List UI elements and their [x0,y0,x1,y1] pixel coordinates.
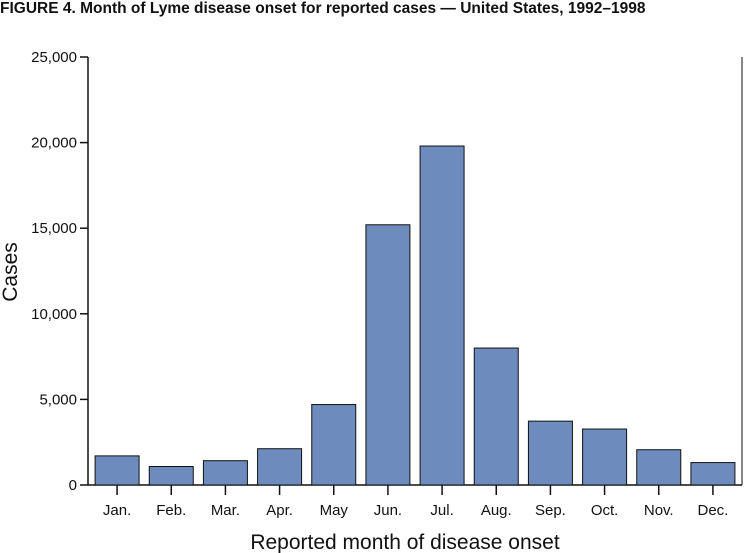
y-tick-label: 20,000 [31,135,77,152]
y-axis-label: Cases [0,242,22,302]
bar-nov [636,449,682,486]
x-tick-label: Aug. [481,502,512,519]
x-tick-label: Jun. [374,502,402,519]
y-tick-label: 5,000 [39,391,77,408]
bar-mar [202,460,248,486]
y-tick-label: 0 [69,477,77,494]
bar-feb [148,466,194,486]
x-tick-label: Nov. [644,502,674,519]
x-tick-label: Sep. [535,502,566,519]
x-tick-label: Dec. [697,502,728,519]
y-tick-label: 10,000 [31,306,77,323]
bar-jan [94,455,140,486]
bar-oct [582,428,628,486]
x-tick-label: Apr. [266,502,293,519]
chart-title: FIGURE 4. Month of Lyme disease onset fo… [0,0,646,17]
bar-apr [257,448,303,486]
x-tick-label: Jan. [103,502,131,519]
bar-may [311,404,357,486]
x-tick-label: May [320,502,349,519]
bar-dec [690,462,736,486]
x-tick-label: Oct. [591,502,619,519]
bar-sep [527,420,573,486]
x-axis-label: Reported month of disease onset [250,531,560,553]
y-tick-label: 25,000 [31,49,77,66]
x-tick-label: Mar. [211,502,240,519]
y-tick-label: 15,000 [31,220,77,237]
bar-jul [419,145,465,486]
bar-jun [365,224,411,486]
bar-aug [473,347,519,486]
x-tick-label: Jul. [430,502,453,519]
x-tick-label: Feb. [156,502,186,519]
